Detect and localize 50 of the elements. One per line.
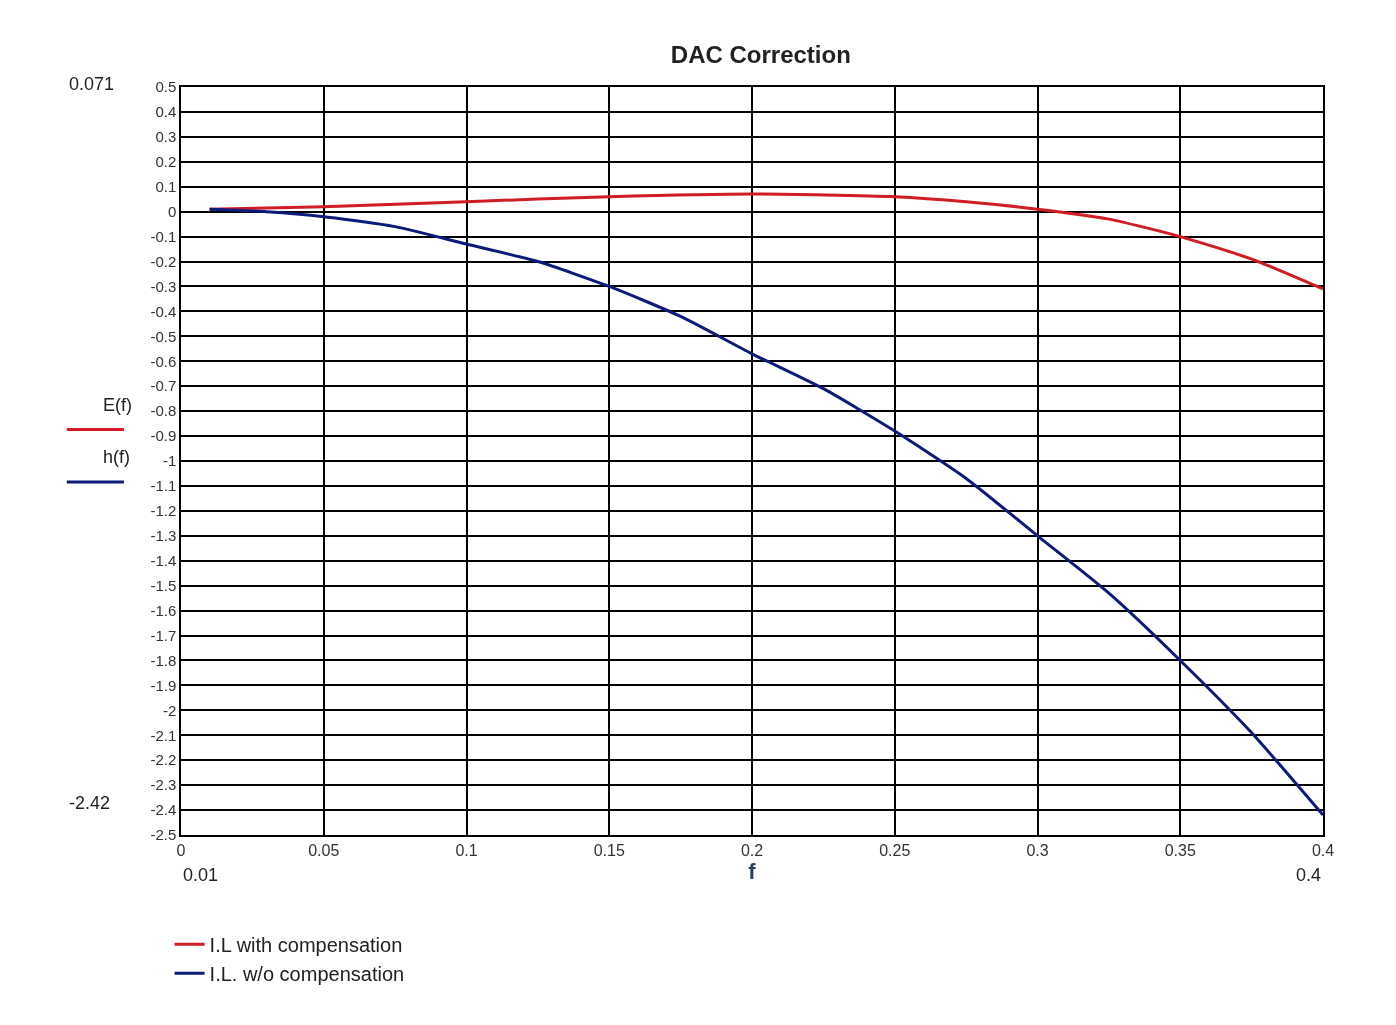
x-tick-label: 0.25 — [879, 841, 911, 859]
text: -2.42 — [69, 793, 111, 813]
x-tick-label: 0.2 — [740, 841, 764, 859]
x-axis-title: f — [748, 858, 757, 884]
x-tick-label: 0.05 — [308, 841, 340, 859]
y-tick-label: 0.1 — [155, 177, 177, 195]
y-tick-label: -2.1 — [150, 726, 177, 744]
y-tick-label: -1 — [162, 452, 177, 470]
y-tick-label: -0.5 — [150, 327, 177, 345]
y-tick-label: -1.1 — [150, 477, 177, 495]
text: 0.01 — [183, 865, 219, 885]
y-tick-label: -1.2 — [150, 502, 177, 520]
y-tick-label: 0 — [167, 202, 177, 220]
text: h(f) — [103, 447, 130, 467]
x-tick-label: 0.3 — [1026, 841, 1049, 859]
x-tick-label: 0.4 — [1311, 841, 1335, 859]
y-tick-label: -0.1 — [150, 227, 177, 245]
y-tick-label: -1.7 — [150, 626, 177, 644]
y-tick-label: -1.3 — [150, 527, 177, 545]
y-tick-label: -0.2 — [150, 252, 177, 270]
y-tick-label: -0.7 — [150, 377, 177, 395]
y-tick-label: -0.4 — [150, 302, 177, 320]
legend-label: I.L with compensation — [209, 934, 403, 957]
y-tick-label: -1.8 — [150, 651, 177, 669]
y-tick-label: -1.5 — [150, 576, 177, 594]
y-tick-label: -0.6 — [150, 352, 177, 370]
y-tick-label: -2.2 — [150, 751, 177, 769]
text: E(f) — [103, 395, 132, 415]
y-tick-label: -2.4 — [150, 801, 177, 819]
legend-label: I.L. w/o compensation — [209, 963, 405, 986]
y-tick-label: -1.6 — [150, 601, 177, 619]
y-tick-label: -0.9 — [150, 427, 177, 445]
line-series — [208, 207, 1323, 817]
y-tick-label: -2 — [162, 701, 177, 719]
x-tick-label: 0.35 — [1164, 841, 1196, 859]
text: 0.4 — [1296, 865, 1322, 885]
x-tick-label: 0.15 — [593, 841, 625, 859]
y-tick-label: 0.4 — [155, 103, 177, 121]
y-tick-label: 0.3 — [155, 128, 177, 146]
text: 0.071 — [69, 74, 115, 94]
y-tick-label: -1.9 — [150, 676, 177, 694]
x-tick-label: 0.1 — [455, 841, 478, 859]
y-tick-label: -2.3 — [150, 776, 177, 794]
y-tick-label: -0.8 — [150, 402, 177, 420]
chart-title: DAC Correction — [670, 40, 851, 68]
y-tick-label: -2.5 — [150, 826, 177, 844]
y-tick-label: -1.4 — [150, 551, 177, 569]
y-tick-label: -0.3 — [150, 277, 177, 295]
y-tick-label: 0.2 — [155, 153, 177, 171]
y-tick-label: 0.5 — [155, 78, 177, 96]
